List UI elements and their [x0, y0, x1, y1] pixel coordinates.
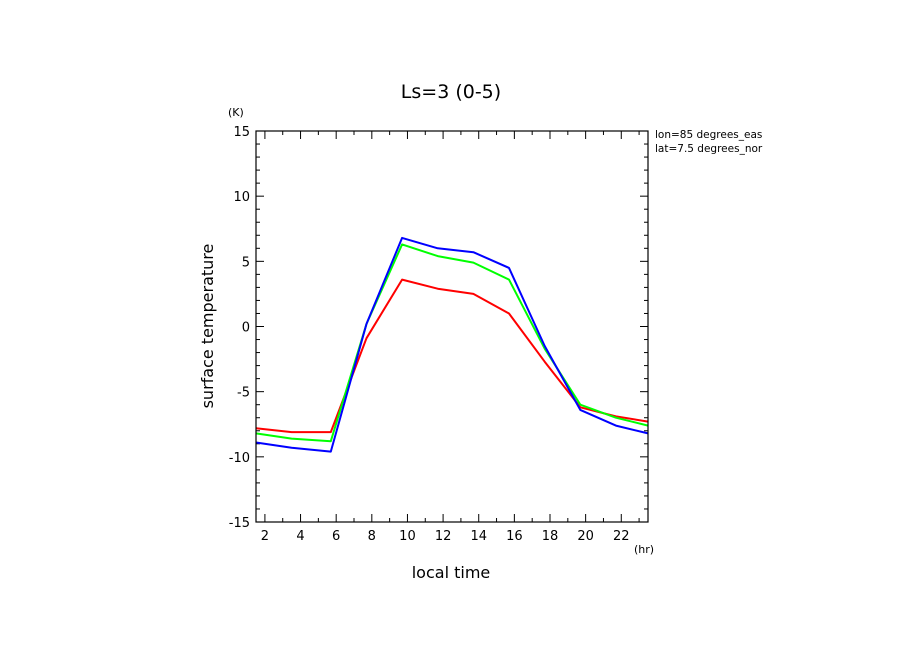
y-tick-label: 5 [242, 255, 250, 270]
chart-title: Ls=3 (0-5) [401, 81, 501, 103]
x-axis-label: local time [412, 563, 491, 582]
y-unit-label: (K) [228, 106, 244, 119]
x-tick-label: 16 [506, 529, 523, 544]
y-tick-label: 15 [233, 125, 250, 140]
x-tick-label: 18 [542, 529, 559, 544]
axis-ticks: 2 4 6 8 10 12 14 16 18 20 22 -15 -10 -5 0 5 10 15 [229, 125, 648, 544]
series-line-2 [255, 236, 649, 453]
series-line-1 [255, 243, 649, 443]
x-tick-label: 12 [435, 529, 452, 544]
series-line-0 [255, 278, 649, 434]
y-tick-label: -5 [237, 386, 250, 401]
y-tick-label: -15 [229, 516, 250, 531]
latitude-annotation: lat=7.5 degrees_nor [655, 143, 763, 155]
x-tick-label: 20 [577, 529, 594, 544]
series-lines [255, 236, 649, 453]
x-tick-label: 8 [368, 529, 376, 544]
y-tick-label: -10 [229, 451, 250, 466]
y-tick-label: 10 [233, 190, 250, 205]
x-tick-label: 6 [332, 529, 340, 544]
x-tick-label: 22 [613, 529, 630, 544]
plot-frame [255, 130, 649, 523]
longitude-annotation: lon=85 degrees_eas [655, 129, 762, 141]
x-unit-label: (hr) [634, 543, 654, 556]
x-tick-label: 10 [399, 529, 416, 544]
y-axis-label: surface temperature [198, 244, 217, 409]
x-tick-label: 4 [296, 529, 304, 544]
x-tick-label: 2 [261, 529, 269, 544]
y-tick-label: 0 [242, 321, 250, 336]
x-tick-label: 14 [470, 529, 487, 544]
